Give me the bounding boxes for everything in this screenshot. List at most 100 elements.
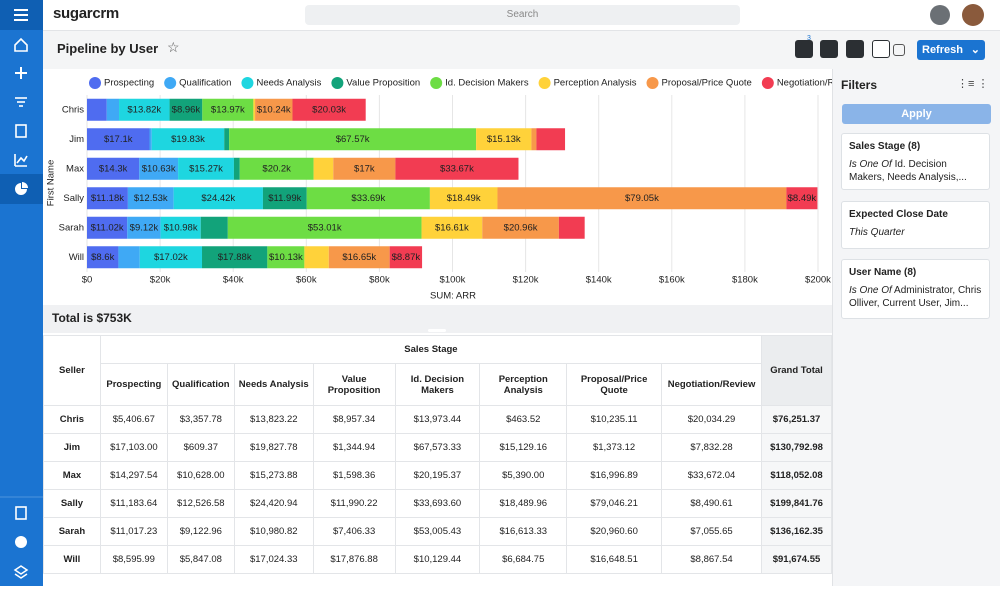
bar-segment bbox=[87, 157, 140, 180]
filter-title: Expected Close Date bbox=[849, 209, 948, 220]
legend-swatch bbox=[331, 77, 344, 89]
y-tick-label: Sally bbox=[63, 193, 84, 204]
table-cell: $3,357.78 bbox=[166, 405, 235, 434]
chart-button[interactable] bbox=[846, 40, 864, 58]
add-icon[interactable] bbox=[15, 67, 27, 79]
home-icon[interactable] bbox=[14, 37, 28, 52]
table-cell: $13,973.44 bbox=[394, 405, 481, 434]
table-cell: $1,598.36 bbox=[312, 461, 396, 490]
table-cell: $7,832.28 bbox=[661, 433, 762, 462]
filter-menu[interactable]: ⋮≡ ⋮ bbox=[957, 78, 989, 90]
bar-segment bbox=[118, 246, 140, 269]
y-tick-label: Will bbox=[69, 252, 84, 263]
value-label: $15.27k bbox=[189, 163, 223, 174]
notifications[interactable] bbox=[930, 5, 950, 25]
legend-label: Perception Analysis bbox=[554, 78, 637, 89]
legend-swatch bbox=[646, 77, 659, 89]
bar-segment bbox=[200, 216, 228, 239]
table-wrap: Seller Sales Stage Grand Total Prospecting Q… bbox=[43, 335, 832, 586]
x-tick-label: $160k bbox=[659, 275, 685, 286]
bar-segment bbox=[106, 98, 120, 121]
column-header: Perception Analysis bbox=[479, 363, 568, 406]
column-header: Needs Analysis bbox=[233, 363, 314, 406]
table-cell: $91,674.55 bbox=[761, 545, 832, 574]
bar-segment bbox=[328, 246, 390, 269]
bar-segment bbox=[476, 128, 532, 151]
filter-card[interactable]: Sales Stage (8) Is One Of Id. Decision Ma… bbox=[841, 133, 990, 190]
column-header: Prospecting bbox=[99, 363, 168, 406]
filters-title: Filters bbox=[841, 78, 878, 92]
search-box[interactable]: Search bbox=[305, 5, 740, 25]
value-label: $67.57k bbox=[336, 134, 370, 145]
split-button[interactable] bbox=[893, 44, 905, 56]
table-cell: $118,052.08 bbox=[761, 461, 832, 490]
value-label: $20.2k bbox=[262, 163, 291, 174]
refresh-button[interactable]: Refresh ⌄ bbox=[917, 40, 985, 60]
value-label: $10.98k bbox=[164, 222, 198, 233]
layers-icon[interactable] bbox=[13, 565, 29, 579]
table-cell: $609.37 bbox=[166, 433, 235, 462]
doc-icon[interactable] bbox=[15, 506, 27, 520]
table-cell: $463.52 bbox=[479, 405, 568, 434]
logo[interactable]: sugarcrm bbox=[53, 5, 119, 22]
bar-segment bbox=[127, 216, 161, 239]
bar-segment bbox=[178, 157, 234, 180]
x-tick-label: $80k bbox=[369, 275, 390, 286]
filter-operator: Is One Of bbox=[849, 285, 892, 296]
x-tick-label: $100k bbox=[440, 275, 466, 286]
value-label: $15.13k bbox=[487, 134, 521, 145]
table-cell: $13,823.22 bbox=[233, 405, 314, 434]
bar-segment bbox=[160, 216, 201, 239]
y-tick-label: Sarah bbox=[59, 222, 84, 233]
value-label: $53.01k bbox=[308, 222, 342, 233]
total-band: Total is $753K bbox=[43, 305, 832, 333]
table-cell: $16,613.33 bbox=[479, 517, 568, 546]
bar-segment bbox=[229, 128, 477, 151]
table-cell: Chris bbox=[43, 405, 101, 434]
x-tick-label: $140k bbox=[586, 275, 612, 286]
legend-label: Prospecting bbox=[104, 78, 154, 89]
layout-button[interactable] bbox=[872, 40, 890, 58]
table-cell: $12,526.58 bbox=[166, 489, 235, 518]
dashlet-header: Pipeline by User ☆ bbox=[43, 31, 1000, 69]
filter-icon[interactable] bbox=[15, 97, 27, 107]
report-icon[interactable] bbox=[14, 154, 28, 167]
legend-label: Needs Analysis bbox=[256, 78, 321, 89]
favorite-star[interactable]: ☆ bbox=[167, 39, 180, 55]
table-cell: $16,648.51 bbox=[566, 545, 663, 574]
filter-card[interactable]: Expected Close Date This Quarter bbox=[841, 201, 990, 249]
bar-segment bbox=[139, 157, 179, 180]
legend-label: Negotiation/Review bbox=[777, 78, 832, 89]
table-cell: $17,103.00 bbox=[99, 433, 168, 462]
org-icon[interactable] bbox=[15, 124, 27, 138]
x-tick-label: $180k bbox=[732, 275, 758, 286]
apply-button[interactable]: Apply bbox=[842, 104, 991, 124]
table-cell: $199,841.76 bbox=[761, 489, 832, 518]
bar-segment bbox=[421, 216, 483, 239]
table-cell: $17,024.33 bbox=[233, 545, 314, 574]
sidebar-icons bbox=[0, 0, 43, 579]
bar-segment bbox=[558, 216, 585, 239]
value-label: $18.49k bbox=[447, 193, 481, 204]
avatar[interactable] bbox=[962, 4, 984, 26]
filter-value: This Quarter bbox=[849, 227, 905, 238]
dashlet-title: Pipeline by User bbox=[57, 41, 159, 56]
group-header: Sales Stage bbox=[99, 335, 763, 364]
table-cell: $76,251.37 bbox=[761, 405, 832, 434]
filter-button[interactable] bbox=[795, 40, 813, 58]
help-icon[interactable] bbox=[15, 536, 27, 548]
bar-segment bbox=[139, 246, 203, 269]
filter-card[interactable]: User Name (8) Is One Of Administrator, Ch… bbox=[841, 259, 990, 319]
column-header: Proposal/Price Quote bbox=[566, 363, 663, 406]
table-cell: $15,273.88 bbox=[233, 461, 314, 490]
legend-swatch bbox=[538, 77, 551, 89]
table-cell: $11,990.22 bbox=[312, 489, 396, 518]
table-cell: $15,129.16 bbox=[479, 433, 568, 462]
value-label: $20.03k bbox=[312, 104, 346, 115]
table-button[interactable] bbox=[820, 40, 838, 58]
table-cell: $53,005.43 bbox=[394, 517, 481, 546]
value-label: $17.88k bbox=[218, 252, 252, 263]
bar-segment bbox=[87, 98, 107, 121]
filter-operator: Is One Of bbox=[849, 159, 892, 170]
